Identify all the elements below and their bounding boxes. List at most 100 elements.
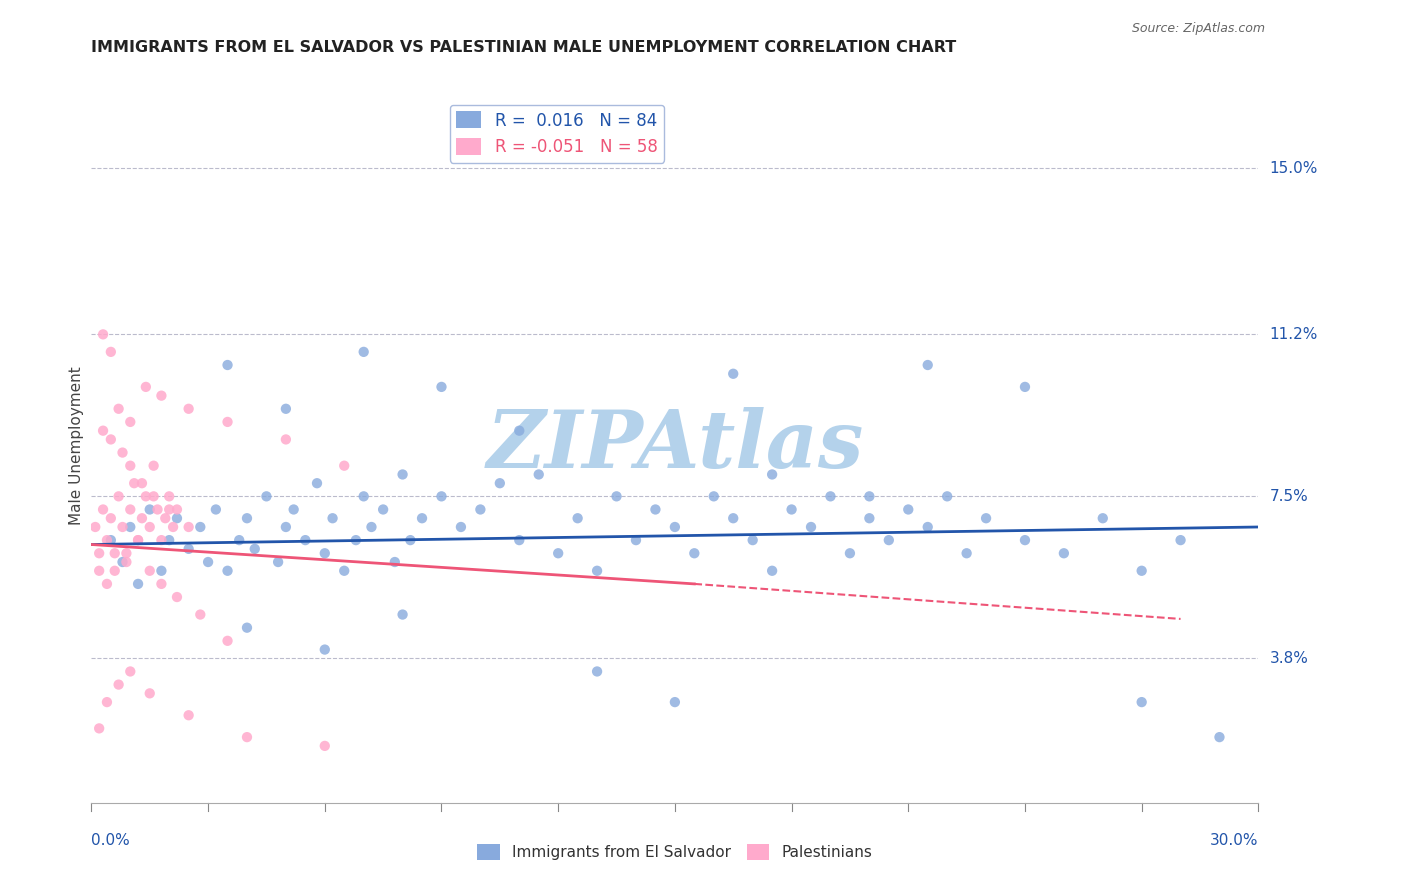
Point (142, 458, 165, 473)
Point (236, 621, 259, 635)
Point (236, 730, 259, 744)
Point (91, 327, 114, 342)
Point (131, 511, 153, 525)
Point (84, 520, 107, 534)
Point (91, 424, 114, 438)
Point (146, 502, 169, 516)
Point (217, 633, 239, 648)
Point (371, 502, 394, 516)
Point (120, 502, 142, 516)
Point (177, 708, 200, 723)
Point (723, 367, 745, 381)
Point (391, 607, 413, 622)
Point (162, 520, 184, 534)
Point (120, 415, 142, 429)
Point (508, 424, 530, 438)
Point (586, 564, 609, 578)
Point (150, 533, 173, 548)
Point (138, 564, 162, 578)
Text: Source: ZipAtlas.com: Source: ZipAtlas.com (1132, 22, 1265, 36)
Text: 11.2%: 11.2% (1270, 326, 1317, 342)
Text: 15.0%: 15.0% (1270, 161, 1317, 176)
Point (150, 577, 173, 591)
Point (100, 533, 122, 548)
Point (624, 533, 647, 548)
Point (723, 511, 745, 525)
Point (96, 695, 118, 709)
Point (399, 533, 422, 548)
Point (974, 511, 997, 525)
Point (96, 577, 118, 591)
Point (142, 489, 165, 503)
Point (104, 546, 127, 560)
Point (127, 533, 149, 548)
Point (274, 433, 297, 447)
Point (353, 344, 375, 359)
Text: ZIPAtlas: ZIPAtlas (486, 408, 863, 484)
Point (155, 511, 177, 525)
Point (274, 520, 297, 534)
Point (1130, 564, 1153, 578)
Point (100, 344, 122, 359)
Text: 30.0%: 30.0% (1211, 833, 1258, 848)
Point (122, 476, 145, 491)
Point (228, 533, 250, 548)
Point (89, 722, 111, 736)
Point (1091, 511, 1114, 525)
Text: 0.0%: 0.0% (91, 833, 131, 848)
Point (322, 511, 344, 525)
Point (177, 401, 200, 416)
Point (127, 577, 149, 591)
Point (761, 467, 783, 482)
Point (384, 555, 406, 569)
Point (100, 433, 122, 447)
Point (800, 520, 823, 534)
Text: IMMIGRANTS FROM EL SALVADOR VS PALESTINIAN MALE UNEMPLOYMENT CORRELATION CHART: IMMIGRANTS FROM EL SALVADOR VS PALESTINI… (91, 40, 956, 55)
Point (131, 476, 153, 491)
Point (274, 401, 297, 416)
Point (470, 502, 492, 516)
Point (115, 546, 138, 560)
Point (120, 520, 142, 534)
Point (1014, 533, 1036, 548)
Point (166, 590, 188, 604)
Point (1170, 533, 1192, 548)
Legend: R =  0.016   N = 84, R = -0.051   N = 58: R = 0.016 N = 84, R = -0.051 N = 58 (450, 104, 665, 162)
Point (489, 476, 512, 491)
Point (606, 489, 628, 503)
Point (344, 533, 367, 548)
Point (166, 511, 188, 525)
Point (508, 533, 530, 548)
Point (314, 546, 336, 560)
Point (897, 502, 920, 516)
Point (120, 458, 142, 473)
Point (741, 533, 763, 548)
Point (111, 555, 134, 569)
Point (127, 533, 149, 548)
Point (391, 467, 413, 482)
Point (120, 665, 142, 679)
Point (150, 389, 173, 403)
Point (256, 489, 278, 503)
Text: 3.8%: 3.8% (1270, 651, 1309, 665)
Point (761, 564, 783, 578)
Point (664, 520, 686, 534)
Point (1053, 546, 1076, 560)
Point (138, 502, 162, 516)
Point (89, 564, 111, 578)
Point (283, 502, 305, 516)
Point (353, 489, 375, 503)
Point (527, 467, 550, 482)
Point (936, 489, 959, 503)
Point (188, 520, 211, 534)
Point (217, 415, 239, 429)
Point (177, 541, 200, 556)
Point (877, 533, 900, 548)
Point (197, 555, 219, 569)
Point (138, 520, 162, 534)
Point (664, 695, 686, 709)
Point (314, 642, 336, 657)
Point (411, 511, 433, 525)
Point (858, 489, 880, 503)
Text: 7.5%: 7.5% (1270, 489, 1308, 504)
